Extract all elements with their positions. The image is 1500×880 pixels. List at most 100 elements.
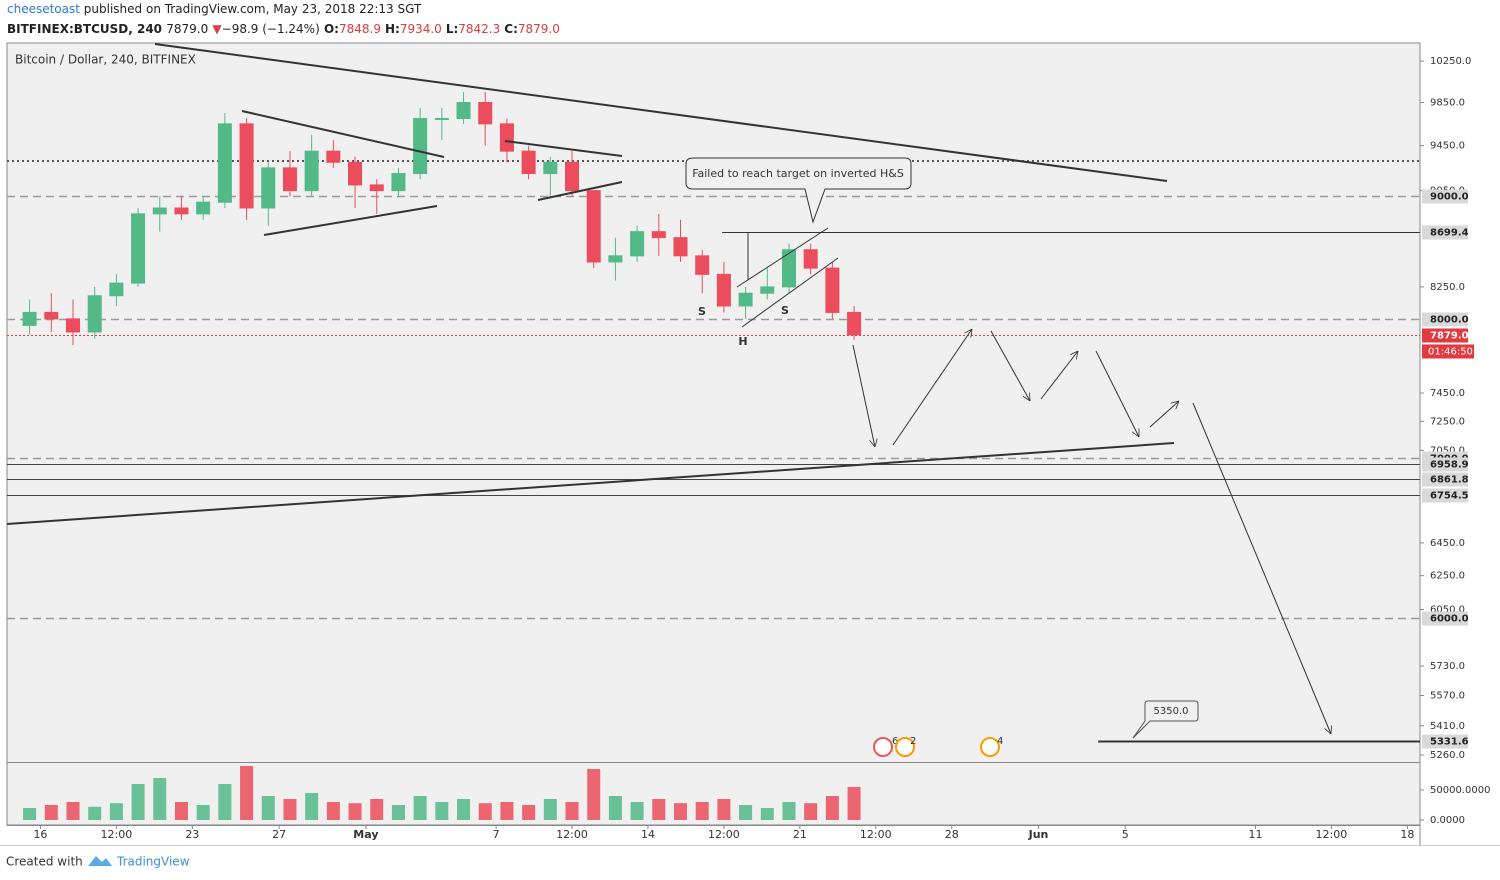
candle-body: [261, 167, 276, 209]
price-tag: [1422, 328, 1468, 343]
volume-bar: [630, 802, 644, 820]
candle-body: [651, 231, 666, 239]
candle-body: [565, 161, 580, 192]
candle-body: [499, 123, 514, 152]
candle-body: [391, 173, 406, 192]
volume-bar: [565, 802, 579, 820]
volume-bar: [739, 805, 753, 820]
volume-bar: [478, 803, 492, 820]
price-tag-label: 8000.0: [1430, 315, 1469, 326]
candle-body: [847, 311, 862, 336]
x-tick-label: 16: [33, 828, 47, 841]
candle-body: [152, 207, 167, 215]
candle-body: [22, 311, 37, 326]
event-icon[interactable]: [895, 737, 915, 757]
candle-body: [760, 286, 775, 294]
x-tick-label: 12:00: [101, 828, 133, 841]
countdown-tag: [1422, 344, 1474, 359]
pattern-label: S: [781, 304, 789, 317]
brand[interactable]: TradingView: [116, 855, 190, 869]
candle-body: [803, 249, 818, 269]
candle-body: [456, 102, 471, 119]
candle-body: [586, 190, 601, 263]
y-tick-label: 9850.0: [1430, 98, 1465, 109]
candle-body: [174, 207, 189, 215]
x-tick-label: 11: [1248, 828, 1262, 841]
price-tag-label: 5331.6: [1430, 737, 1469, 748]
y-tick-label: 50000.0000: [1430, 785, 1490, 796]
price-tag: [1422, 225, 1468, 240]
volume-bar: [66, 802, 80, 820]
volume-bar: [695, 802, 709, 820]
publisher[interactable]: cheesetoast: [7, 2, 80, 16]
candle-body: [131, 213, 146, 284]
y-tick-label: 5570.0: [1430, 690, 1465, 701]
candle-body: [478, 102, 493, 125]
price-tag-label: 7879.0: [1430, 331, 1469, 342]
x-tick-label: 14: [641, 828, 655, 841]
candle-body: [282, 167, 297, 192]
candle-body: [695, 255, 710, 275]
candle-body: [304, 150, 319, 192]
volume-bar: [457, 799, 471, 820]
x-tick-label: 12:00: [1316, 828, 1348, 841]
countdown: 01:46:50: [1428, 347, 1473, 358]
arrow: [892, 329, 972, 446]
volume-bar: [847, 787, 861, 820]
candle-body: [87, 295, 102, 333]
arrow: [1192, 402, 1331, 734]
candle-body: [326, 150, 341, 163]
ohlc-key: C:: [504, 22, 518, 36]
y-tick-label: 6050.0: [1430, 605, 1465, 616]
y-tick-label: 0.0000: [1430, 815, 1465, 826]
candle-body: [196, 201, 211, 215]
event-count: 4: [997, 736, 1003, 747]
channel-line: [741, 257, 839, 328]
price-tag: [1422, 457, 1468, 472]
ohlc: O:7848.9 H:7934.0 L:7842.3 C:7879.0: [324, 22, 564, 36]
x-tick-label: May: [353, 828, 378, 841]
event-count: 6: [892, 736, 898, 747]
candle-body: [44, 311, 59, 320]
volume-bar: [196, 805, 210, 820]
y-tick-label: 6450.0: [1430, 538, 1465, 549]
brand-logo: [88, 856, 112, 866]
channel-line: [736, 227, 829, 288]
x-tick-label: 12:00: [708, 828, 740, 841]
x-tick-label: 7: [493, 828, 500, 841]
candle-body: [521, 150, 536, 175]
volume-bar: [391, 805, 405, 820]
volume-bar: [717, 799, 731, 820]
x-tick-label: 18: [1400, 828, 1414, 841]
volume-bar: [760, 808, 774, 820]
event-icon[interactable]: [980, 737, 1000, 757]
candle-body: [434, 117, 449, 120]
volume-bar: [825, 796, 839, 820]
volume-bar: [23, 808, 37, 820]
event-icon[interactable]: [873, 737, 893, 757]
y-tick-label: 8250.0: [1430, 282, 1465, 293]
trend-line: [504, 140, 623, 157]
ohlc-key: L:: [445, 22, 459, 36]
trend-line: [241, 110, 445, 158]
price-tag: [1422, 611, 1468, 626]
arrow: [1040, 351, 1078, 400]
ohlc-value: 7848.9: [338, 22, 381, 36]
volume-bar: [348, 803, 362, 820]
candle-body: [369, 184, 384, 192]
ohlc-value: 7934.0: [399, 22, 442, 36]
volume-bar: [88, 806, 102, 820]
publish-line: cheesetoast published on TradingView.com…: [7, 2, 421, 16]
volume-bar: [804, 803, 818, 820]
ohlc-value: 7842.3: [458, 22, 501, 36]
x-tick-label: 27: [272, 828, 286, 841]
volume-bar: [413, 796, 427, 820]
x-tick-label: 28: [945, 828, 959, 841]
price-tag-label: 6000.0: [1430, 614, 1469, 625]
drawings: Failed to reach target on inverted H&S S…: [6, 43, 1331, 757]
x-tick-label: Jun: [1028, 828, 1049, 841]
callout-box: [685, 157, 912, 224]
candle-body: [716, 273, 731, 307]
